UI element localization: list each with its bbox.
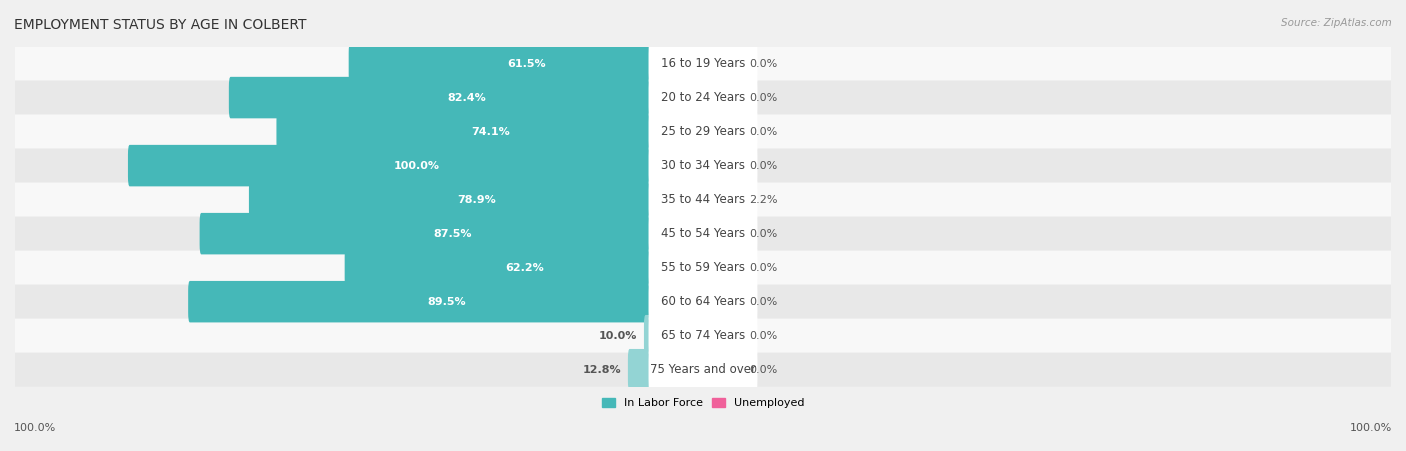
Text: 0.0%: 0.0% [749,331,778,341]
Text: 0.0%: 0.0% [749,161,778,170]
Text: 62.2%: 62.2% [505,262,544,273]
Text: 10.0%: 10.0% [599,331,637,341]
FancyBboxPatch shape [15,81,1391,115]
Text: 0.0%: 0.0% [749,229,778,239]
Text: 30 to 34 Years: 30 to 34 Years [661,159,745,172]
Text: 0.0%: 0.0% [749,365,778,375]
FancyBboxPatch shape [648,105,758,158]
Legend: In Labor Force, Unemployed: In Labor Force, Unemployed [602,398,804,408]
FancyBboxPatch shape [277,111,704,152]
Text: 0.0%: 0.0% [749,262,778,273]
Text: 74.1%: 74.1% [471,127,510,137]
Text: 0.0%: 0.0% [749,59,778,69]
FancyBboxPatch shape [702,77,742,118]
FancyBboxPatch shape [648,207,758,260]
FancyBboxPatch shape [200,213,704,254]
Text: 0.0%: 0.0% [749,297,778,307]
Text: 78.9%: 78.9% [457,195,496,205]
FancyBboxPatch shape [15,183,1391,216]
Text: 100.0%: 100.0% [14,423,56,433]
FancyBboxPatch shape [702,111,742,152]
FancyBboxPatch shape [188,281,704,322]
FancyBboxPatch shape [128,145,704,186]
FancyBboxPatch shape [702,213,742,254]
Text: 55 to 59 Years: 55 to 59 Years [661,261,745,274]
FancyBboxPatch shape [648,139,758,192]
FancyBboxPatch shape [15,285,1391,319]
Text: 65 to 74 Years: 65 to 74 Years [661,329,745,342]
FancyBboxPatch shape [702,281,742,322]
Text: 100.0%: 100.0% [1350,423,1392,433]
Text: 89.5%: 89.5% [427,297,465,307]
FancyBboxPatch shape [648,309,758,362]
Text: 45 to 54 Years: 45 to 54 Years [661,227,745,240]
FancyBboxPatch shape [648,37,758,90]
FancyBboxPatch shape [15,216,1391,251]
FancyBboxPatch shape [229,77,704,118]
FancyBboxPatch shape [702,247,742,288]
FancyBboxPatch shape [15,46,1391,81]
FancyBboxPatch shape [648,343,758,396]
FancyBboxPatch shape [648,241,758,294]
Text: 25 to 29 Years: 25 to 29 Years [661,125,745,138]
Text: 20 to 24 Years: 20 to 24 Years [661,91,745,104]
FancyBboxPatch shape [349,43,704,84]
FancyBboxPatch shape [15,115,1391,149]
Text: 0.0%: 0.0% [749,92,778,102]
FancyBboxPatch shape [648,71,758,124]
Text: 16 to 19 Years: 16 to 19 Years [661,57,745,70]
FancyBboxPatch shape [15,149,1391,183]
FancyBboxPatch shape [249,179,704,221]
FancyBboxPatch shape [648,275,758,328]
FancyBboxPatch shape [702,43,742,84]
FancyBboxPatch shape [15,319,1391,353]
FancyBboxPatch shape [648,173,758,226]
FancyBboxPatch shape [628,349,704,391]
FancyBboxPatch shape [344,247,704,288]
Text: 2.2%: 2.2% [749,195,778,205]
FancyBboxPatch shape [15,353,1391,387]
FancyBboxPatch shape [15,251,1391,285]
FancyBboxPatch shape [702,145,742,186]
FancyBboxPatch shape [702,179,742,221]
Text: 87.5%: 87.5% [433,229,471,239]
Text: 75 Years and over: 75 Years and over [650,363,756,376]
Text: 82.4%: 82.4% [447,92,486,102]
FancyBboxPatch shape [702,315,742,356]
Text: EMPLOYMENT STATUS BY AGE IN COLBERT: EMPLOYMENT STATUS BY AGE IN COLBERT [14,18,307,32]
Text: Source: ZipAtlas.com: Source: ZipAtlas.com [1281,18,1392,28]
Text: 100.0%: 100.0% [394,161,439,170]
Text: 60 to 64 Years: 60 to 64 Years [661,295,745,308]
Text: 0.0%: 0.0% [749,127,778,137]
Text: 61.5%: 61.5% [508,59,546,69]
Text: 35 to 44 Years: 35 to 44 Years [661,193,745,206]
FancyBboxPatch shape [644,315,704,356]
FancyBboxPatch shape [702,349,742,391]
Text: 12.8%: 12.8% [582,365,621,375]
